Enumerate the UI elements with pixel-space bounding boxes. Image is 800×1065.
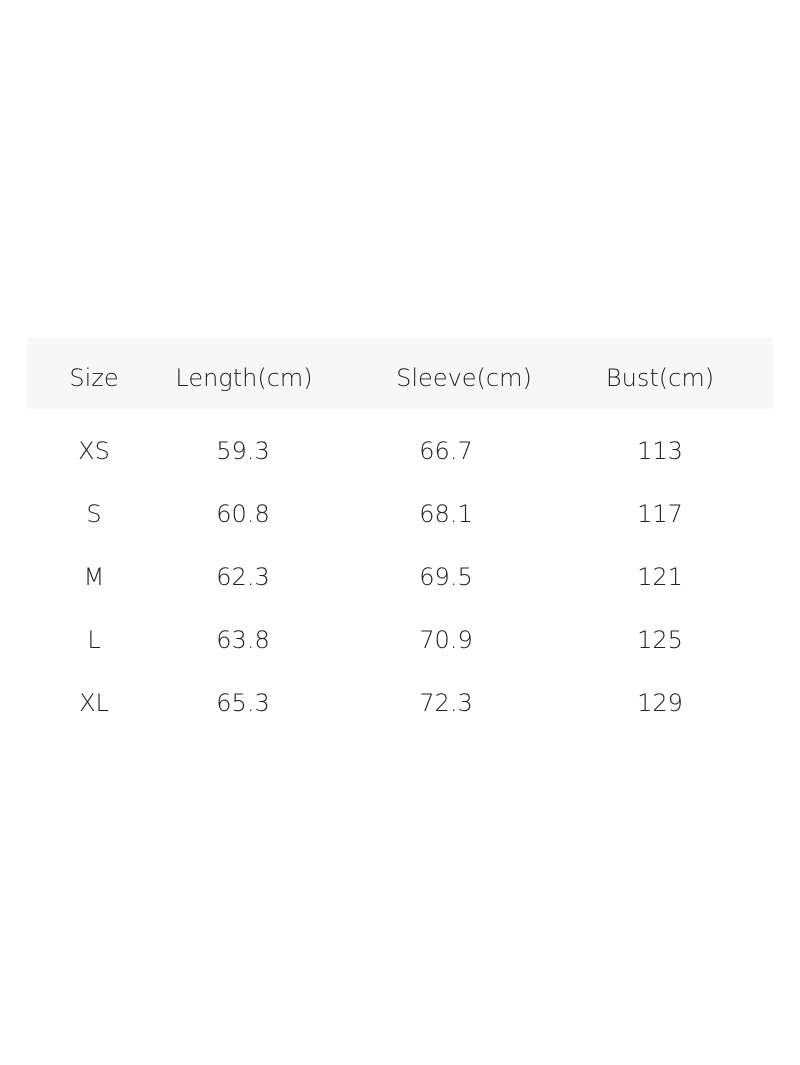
value-cell: 69.5	[419, 563, 473, 591]
size-cell: L	[87, 626, 101, 654]
value-cell: 117	[637, 500, 683, 528]
size-cell: S	[86, 500, 102, 528]
header-cell: Size	[69, 364, 119, 392]
value-cell: 65.3	[216, 689, 270, 717]
size-cell: M	[83, 563, 105, 591]
value-cell: 62.3	[216, 563, 270, 591]
value-cell: 63.8	[216, 626, 270, 654]
size-cell: XL	[79, 689, 109, 717]
value-cell: 70.9	[419, 626, 473, 654]
value-cell: 59.3	[216, 437, 270, 465]
header-cell: Sleeve(cm)	[396, 364, 532, 392]
value-cell: 113	[637, 437, 683, 465]
size-cell: XS	[78, 437, 110, 465]
header-background	[27, 338, 773, 409]
value-cell: 68.1	[419, 500, 473, 528]
value-cell: 121	[637, 563, 683, 591]
value-cell: 72.3	[419, 689, 473, 717]
value-cell: 125	[637, 626, 683, 654]
value-cell: 66.7	[419, 437, 473, 465]
value-cell: 60.8	[216, 500, 270, 528]
header-cell: Length(cm)	[175, 364, 313, 392]
header-cell: Bust(cm)	[605, 364, 715, 392]
value-cell: 129	[637, 689, 683, 717]
